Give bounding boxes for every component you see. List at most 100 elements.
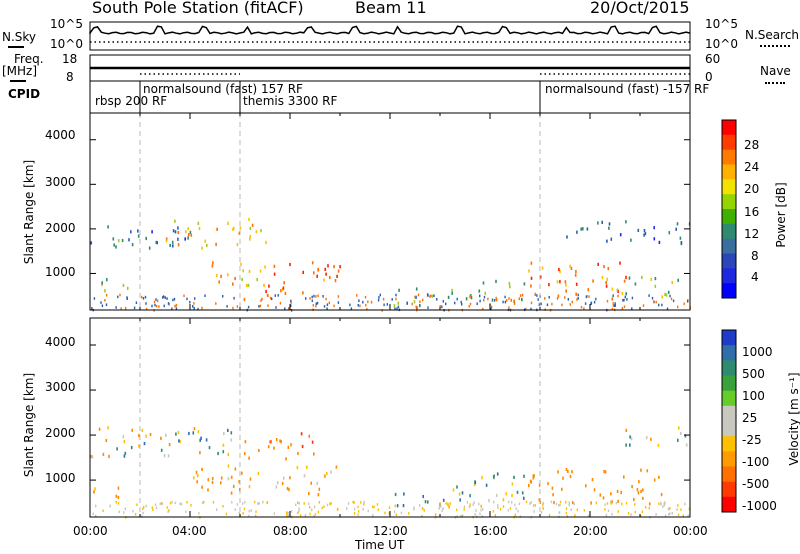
- velocity-ytick-4000: 4000: [45, 335, 76, 349]
- cpid-segment-3: normalsound (fast) -157 RF: [545, 82, 710, 96]
- power-colorbar-swatch-6: [722, 209, 736, 225]
- velocity-cb-tick-2: 100: [742, 389, 765, 403]
- power-colorbar-swatch-0: [722, 120, 736, 136]
- beam-title: Beam 11: [355, 0, 427, 17]
- cpid-segment-2: themis 3300 RF: [243, 94, 338, 108]
- nsearch-tick-low: 10^0: [705, 37, 738, 51]
- freq-tick-high: 18: [62, 52, 78, 66]
- freq-line-marker: [10, 80, 26, 82]
- velocity-colorbar-swatch-4: [722, 390, 736, 407]
- velocity-colorbar-swatch-5: [722, 405, 736, 422]
- power-colorbar-swatch-8: [722, 238, 736, 254]
- power-colorbar-swatch-4: [722, 179, 736, 195]
- velocity-scatter-region-2: [192, 464, 338, 497]
- velocity-colorbar-swatch-9: [722, 466, 736, 483]
- nsky-line-marker: [8, 46, 24, 48]
- power-cb-tick-1: 24: [744, 160, 760, 174]
- station-title: South Pole Station (fitACF): [92, 0, 304, 17]
- freq-tick-low: 8: [66, 70, 74, 84]
- nsearch-tick-high: 10^5: [705, 17, 738, 31]
- power-scatter-region-3: [211, 261, 266, 288]
- power-colorbar-swatch-7: [722, 223, 736, 240]
- power-scatter-region-0: [90, 225, 192, 250]
- power-scatter-region-8: [616, 275, 679, 299]
- nave-dotted-marker: [765, 82, 785, 84]
- power-scatter-region-4: [265, 261, 341, 295]
- power-ytick-1000: 1000: [45, 265, 76, 279]
- cpid-panel-frame: [89, 80, 691, 114]
- cpid-label: CPID: [8, 87, 41, 101]
- power-cb-tick-5: 8: [751, 249, 759, 263]
- velocity-colorbar-swatch-2: [722, 360, 736, 376]
- nsearch-label: N.Search: [745, 28, 800, 42]
- nsky-tick-high: 10^5: [50, 17, 83, 31]
- velocity-ytick-3000: 3000: [45, 380, 76, 394]
- velocity-panel-bg: [90, 318, 690, 517]
- cpid-segment-1: normalsound (fast) 157 RF: [143, 82, 303, 96]
- power-scatter-region-1: [165, 217, 267, 250]
- nsearch-dotted-marker: [760, 45, 790, 47]
- velocity-scatter-region-5: [452, 472, 525, 508]
- x-axis-title: Time UT: [355, 538, 405, 552]
- nsky-panel-frame: [89, 21, 691, 51]
- velocity-cb-tick-5: -100: [742, 455, 770, 469]
- velocity-scatter-region-0: [90, 426, 233, 459]
- power-colorbar-swatch-2: [722, 149, 736, 165]
- power-cb-tick-4: 12: [744, 227, 760, 241]
- xtick-2: 08:00: [273, 524, 308, 538]
- power-panel-bg: [90, 113, 690, 310]
- power-scatter-region-2: [101, 278, 129, 293]
- power-colorbar-swatch-1: [722, 134, 736, 151]
- power-ytick-2000: 2000: [45, 221, 76, 235]
- power-cb-tick-2: 20: [744, 182, 760, 196]
- velocity-colorbar-swatch-7: [722, 436, 736, 452]
- power-colorbar-swatch-3: [722, 164, 736, 180]
- nsky-series-line: [89, 25, 691, 35]
- power-near-range-echoes: [91, 293, 691, 312]
- xtick-6: 00:00: [673, 524, 708, 538]
- nave-tick-high: 60: [705, 52, 721, 66]
- xtick-0: 00:00: [73, 524, 108, 538]
- power-cb-tick-6: 4: [751, 270, 759, 284]
- velocity-ytick-1000: 1000: [45, 471, 76, 485]
- power-colorbar-swatch-10: [722, 268, 736, 284]
- velocity-scatter-region-3: [244, 432, 315, 461]
- velocity-colorbar-swatch-11: [722, 496, 736, 513]
- velocity-colorbar-frame: [721, 329, 737, 513]
- nsky-tick-low: 10^0: [50, 37, 83, 51]
- xtick-3: 12:00: [373, 524, 408, 538]
- cpid-segment-0: rbsp 200 RF: [95, 94, 168, 108]
- velocity-colorbar-swatch-8: [722, 451, 736, 467]
- nsky-label: N.Sky: [2, 30, 37, 44]
- power-colorbar-swatch-5: [722, 194, 736, 210]
- date-title: 20/Oct/2015: [590, 0, 690, 17]
- power-colorbar-swatch-11: [722, 283, 736, 299]
- xtick-4: 16:00: [473, 524, 508, 538]
- velocity-cb-tick-4: -25: [742, 433, 762, 447]
- power-ytick-4000: 4000: [45, 128, 76, 142]
- xtick-5: 20:00: [573, 524, 608, 538]
- xtick-1: 04:00: [172, 524, 207, 538]
- power-scatter-region-9: [566, 220, 691, 246]
- velocity-cb-tick-0: 1000: [742, 345, 773, 359]
- velocity-ytick-2000: 2000: [45, 426, 76, 440]
- velocity-colorbar-swatch-3: [722, 375, 736, 392]
- velocity-cb-tick-1: 500: [742, 367, 765, 381]
- velocity-colorbar-swatch-10: [722, 481, 736, 498]
- power-colorbar-frame: [721, 119, 737, 299]
- velocity-cb-tick-7: -1000: [742, 499, 777, 513]
- power-cb-tick-0: 28: [744, 138, 760, 152]
- velocity-colorbar-swatch-1: [722, 345, 736, 361]
- nave-label: Nave: [760, 64, 791, 78]
- velocity-scatter-region-7: [625, 426, 688, 447]
- velocity-scatter-region-1: [93, 486, 120, 499]
- velocity-colorbar-swatch-6: [722, 421, 736, 437]
- power-cb-tick-3: 16: [744, 205, 760, 219]
- velocity-cb-tick-6: -500: [742, 477, 770, 491]
- power-scatter-region-7: [528, 261, 627, 301]
- power-ytick-3000: 3000: [45, 175, 76, 189]
- freq-unit: [MHz]: [2, 64, 38, 78]
- velocity-cb-tick-3: 25: [742, 411, 758, 425]
- velocity-colorbar-swatch-0: [722, 330, 736, 346]
